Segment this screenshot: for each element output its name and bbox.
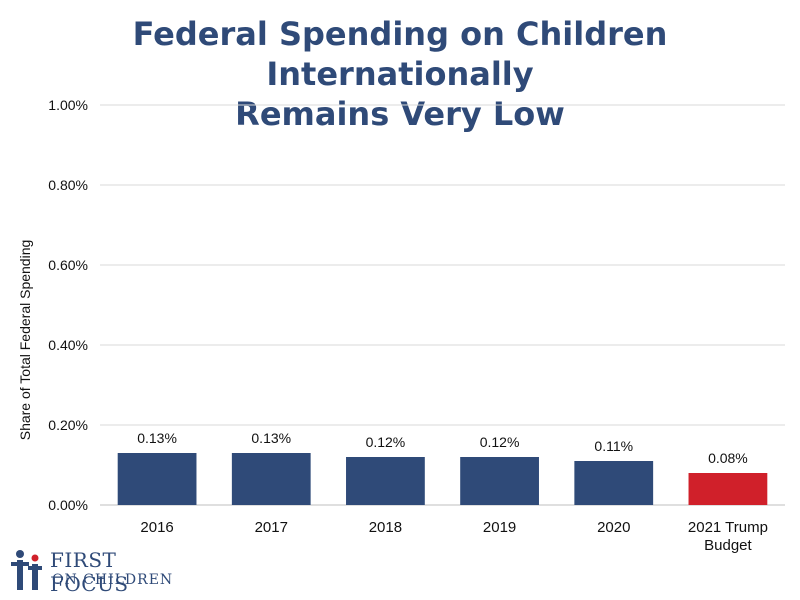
chart-title: Federal Spending on Children Internation… [0, 14, 800, 134]
bar [117, 453, 197, 505]
chart-title-line-2: Remains Very Low [235, 95, 565, 133]
x-tick-label: 2017 [255, 519, 288, 536]
logo-text-line-1: FIRST FOCUS [50, 548, 129, 596]
data-label: 0.12% [480, 434, 520, 450]
chart-title-line-1: Federal Spending on Children Internation… [132, 15, 668, 93]
x-tick-label: 2021 Trump [688, 519, 768, 536]
bar [346, 457, 425, 505]
data-label: 0.13% [251, 430, 291, 446]
data-label: 0.11% [594, 438, 633, 454]
x-tick-label: 2019 [483, 519, 516, 536]
y-tick-label: 0.40% [48, 337, 88, 353]
logo-text-line-2: ON CHILDREN [52, 572, 174, 588]
x-tick-label: 2020 [597, 519, 630, 536]
data-label: 0.13% [137, 430, 177, 446]
bar [460, 457, 539, 505]
y-tick-label: 0.80% [48, 177, 88, 193]
data-label: 0.12% [366, 434, 406, 450]
y-axis-label: Share of Total Federal Spending [17, 240, 33, 441]
y-tick-label: 0.60% [48, 257, 88, 273]
bar [574, 461, 654, 505]
y-tick-label: 0.20% [48, 417, 88, 433]
logo-figures-icon [11, 550, 42, 590]
y-tick-label: 1.00% [48, 97, 88, 113]
x-tick-label: 2018 [369, 519, 402, 536]
first-focus-logo: FIRST FOCUS ON CHILDREN [10, 546, 190, 596]
x-tick-label: 2016 [140, 519, 173, 536]
data-label: 0.08% [708, 450, 748, 466]
bar [231, 453, 311, 505]
x-tick-label: Budget [704, 537, 752, 554]
bar [688, 473, 768, 505]
y-tick-label: 0.00% [48, 497, 88, 513]
